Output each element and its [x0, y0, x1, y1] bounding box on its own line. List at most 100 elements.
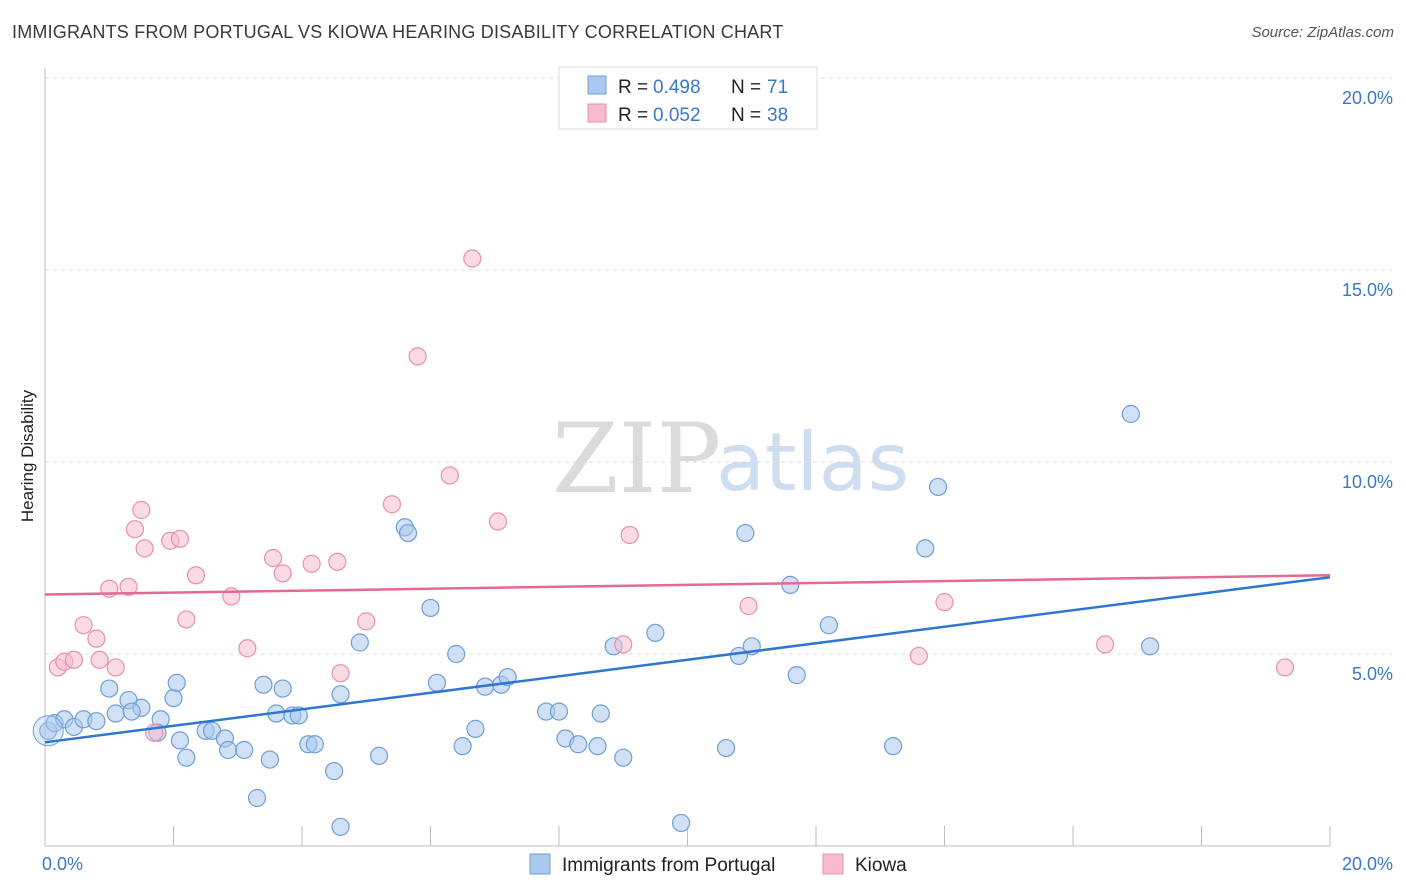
bottom-legend-label-portugal: Immigrants from Portugal: [562, 855, 775, 876]
point-series0-58: [736, 523, 755, 543]
point-series0-13: [164, 689, 183, 708]
point-series1-26: [408, 347, 427, 366]
point-series0-65: [928, 477, 948, 497]
y-tick-label-2: 15.0%: [1342, 280, 1393, 300]
point-series0-63: [883, 737, 903, 756]
chart-title: IMMIGRANTS FROM PORTUGAL VS KIOWA HEARIN…: [12, 22, 784, 42]
point-series0-23: [254, 675, 273, 694]
point-series1-10: [132, 500, 151, 520]
point-series0-39: [427, 673, 447, 692]
point-series1-11: [135, 539, 154, 558]
trend-lines: [44, 574, 1331, 744]
legend-r-value-2: 0.052: [653, 105, 701, 126]
source-label: Source: ZipAtlas.com: [1251, 24, 1394, 41]
trend-line-series1: [44, 574, 1331, 596]
legend-r-label-2: R =: [618, 105, 648, 126]
point-series0-22: [247, 788, 267, 808]
tick-labels: 5.0% 10.0% 15.0% 20.0% 0.0% 20.0%: [42, 88, 1393, 874]
point-series0-33: [331, 685, 350, 704]
point-series1-21: [302, 554, 321, 573]
point-series0-49: [569, 735, 588, 754]
point-series0-34: [350, 633, 369, 652]
y-axis-label: Hearing Disability: [18, 389, 37, 522]
point-series0-56: [716, 738, 736, 758]
point-series1-32: [739, 596, 758, 616]
point-series1-7: [106, 658, 125, 677]
legend-n-label-2: N =: [731, 105, 761, 126]
top-legend: R = 0.498 N = 71 R = 0.052 N = 38: [558, 66, 818, 130]
point-series1-25: [382, 495, 402, 514]
point-series0-32: [331, 817, 350, 836]
x-tick-label-0: 0.0%: [42, 854, 83, 874]
point-series0-7: [106, 704, 125, 723]
point-series1-18: [238, 639, 257, 658]
point-series1-2: [64, 650, 84, 669]
point-series0-66: [1121, 404, 1140, 424]
point-series0-15: [170, 731, 190, 750]
legend-n-value-1: 71: [767, 77, 788, 98]
bottom-legend-swatch-kiowa: [822, 853, 844, 875]
point-series1-9: [125, 520, 145, 539]
point-series0-61: [787, 666, 806, 685]
point-series0-20: [219, 740, 238, 760]
point-series0-14: [167, 673, 186, 692]
point-series0-26: [273, 679, 292, 698]
data-points: [32, 249, 1295, 836]
point-series1-8: [119, 577, 138, 596]
point-series1-15: [177, 610, 196, 629]
point-series0-55: [671, 813, 691, 833]
legend-n-value-2: 38: [767, 105, 788, 126]
point-series1-3: [74, 616, 93, 635]
trend-line-series0: [44, 575, 1331, 744]
point-series0-38: [421, 598, 440, 618]
watermark: ZIP atlas: [552, 403, 909, 515]
legend-swatch-kiowa: [587, 103, 607, 123]
legend-n-label-1: N =: [731, 77, 761, 98]
point-series1-20: [273, 564, 292, 583]
point-series0-42: [466, 719, 485, 738]
point-series0-54: [646, 623, 665, 642]
point-series1-28: [463, 249, 482, 268]
point-series1-34: [935, 593, 954, 612]
point-series1-22: [328, 552, 347, 571]
point-series0-40: [447, 644, 466, 664]
bottom-legend: Immigrants from Portugal Kiowa: [529, 853, 907, 876]
y-tick-label-3: 20.0%: [1342, 88, 1393, 108]
point-series0-51: [591, 704, 610, 723]
point-series1-33: [909, 646, 928, 666]
point-series0-47: [549, 702, 569, 721]
legend-swatch-portugal: [587, 75, 607, 95]
point-series0-50: [588, 737, 607, 756]
point-series0-5: [87, 712, 106, 731]
point-series1-30: [614, 635, 633, 654]
x-tick-label-1: 20.0%: [1342, 854, 1393, 874]
point-series1-24: [357, 612, 376, 631]
point-series1-35: [1096, 635, 1115, 654]
point-cluster-origin: [32, 715, 64, 747]
bottom-legend-label-kiowa: Kiowa: [855, 855, 907, 876]
point-series1-4: [87, 629, 106, 648]
grid-lines: [45, 77, 1392, 655]
point-series0-67: [1140, 637, 1160, 656]
point-series0-62: [819, 616, 838, 635]
y-tick-label-0: 5.0%: [1352, 664, 1393, 684]
bottom-legend-swatch-portugal: [529, 853, 551, 875]
point-series0-41: [453, 737, 472, 756]
y-tick-label-1: 10.0%: [1342, 472, 1393, 492]
point-series1-5: [90, 650, 109, 669]
point-series0-53: [614, 748, 633, 767]
legend-r-value-1: 0.498: [653, 77, 701, 98]
point-series0-37: [398, 523, 418, 543]
point-series1-36: [1275, 658, 1295, 677]
point-series0-31: [325, 762, 344, 781]
point-series1-14: [170, 529, 190, 548]
point-series0-60: [781, 575, 800, 594]
watermark-zip: ZIP: [552, 403, 721, 515]
point-series1-16: [186, 566, 206, 585]
point-series0-16: [177, 748, 196, 767]
point-series0-30: [305, 735, 324, 754]
point-series1-31: [620, 525, 639, 545]
point-series0-35: [370, 746, 389, 765]
point-series0-21: [235, 740, 254, 760]
